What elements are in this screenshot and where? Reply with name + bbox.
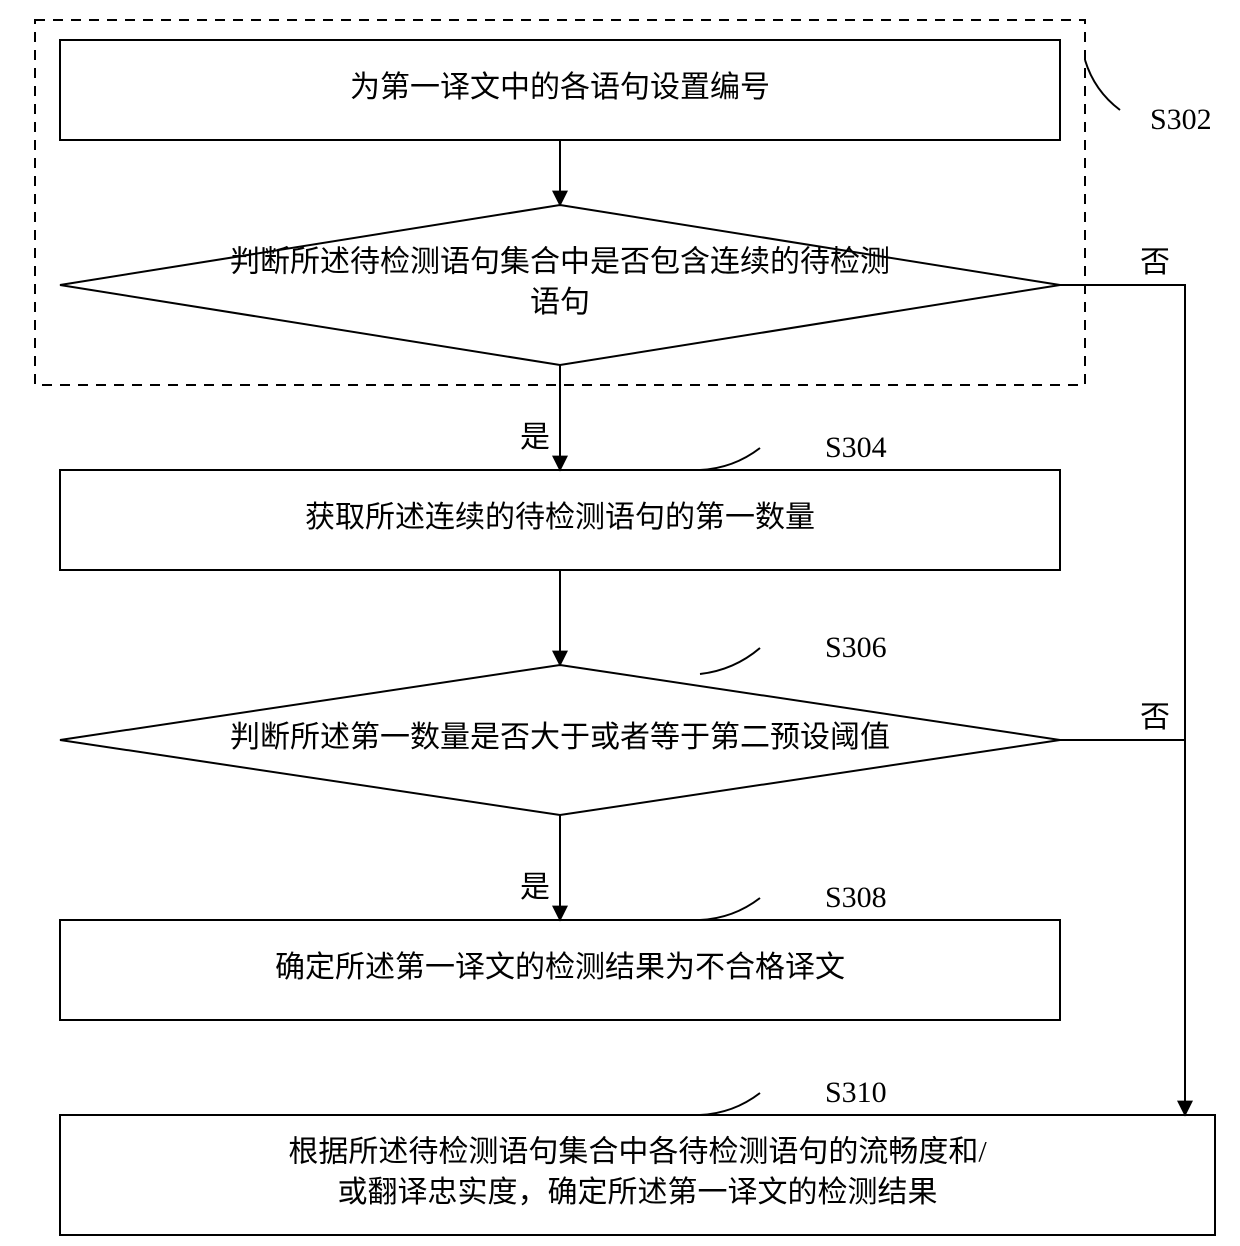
step-label-s304: S304 xyxy=(825,431,887,464)
svg-text:语句: 语句 xyxy=(530,286,590,319)
leader-s304 xyxy=(700,448,760,470)
leader-s310 xyxy=(700,1093,760,1115)
edge-label-3: 是 xyxy=(520,871,550,904)
step-label-s302: S302 xyxy=(1150,103,1212,136)
step-label-s310: S310 xyxy=(825,1076,887,1109)
svg-text:判断所述第一数量是否大于或者等于第二预设阈值: 判断所述第一数量是否大于或者等于第二预设阈值 xyxy=(230,721,890,754)
svg-text:或翻译忠实度，确定所述第一译文的检测结果: 或翻译忠实度，确定所述第一译文的检测结果 xyxy=(338,1176,938,1209)
edge-label-5: 否 xyxy=(1140,701,1170,734)
leader-s306 xyxy=(700,648,760,674)
step-label-s308: S308 xyxy=(825,881,887,914)
flow-process-n4 xyxy=(60,1115,1215,1235)
step-label-s306: S306 xyxy=(825,631,887,664)
svg-text:确定所述第一译文的检测结果为不合格译文: 确定所述第一译文的检测结果为不合格译文 xyxy=(275,951,845,984)
edge-label-1: 是 xyxy=(520,421,550,454)
svg-text:根据所述待检测语句集合中各待检测语句的流畅度和/: 根据所述待检测语句集合中各待检测语句的流畅度和/ xyxy=(288,1136,987,1169)
leader-s302 xyxy=(1085,60,1120,110)
svg-text:判断所述待检测语句集合中是否包含连续的待检测: 判断所述待检测语句集合中是否包含连续的待检测 xyxy=(230,246,890,279)
edge-label-4: 否 xyxy=(1140,246,1170,279)
svg-text:为第一译文中的各语句设置编号: 为第一译文中的各语句设置编号 xyxy=(350,71,770,104)
leader-s308 xyxy=(700,898,760,920)
flow-decision-d1 xyxy=(60,205,1060,365)
svg-text:获取所述连续的待检测语句的第一数量: 获取所述连续的待检测语句的第一数量 xyxy=(305,501,815,534)
